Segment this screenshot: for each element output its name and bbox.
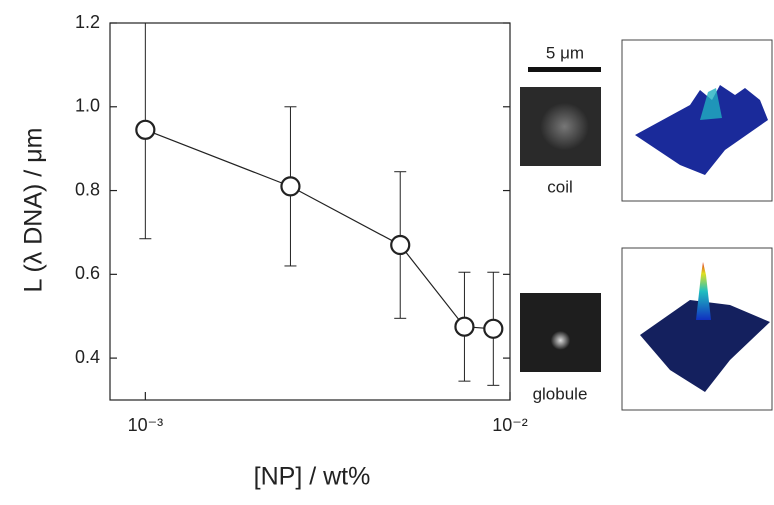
y-tick-label: 0.8 — [75, 179, 100, 199]
y-axis-label: L (λ DNA) / μm — [20, 128, 48, 293]
data-line — [145, 129, 494, 330]
plot-frame — [109, 22, 511, 401]
y-tick-label: 0.6 — [75, 263, 100, 283]
data-point — [483, 318, 504, 339]
globule-image — [520, 293, 601, 372]
globule-peak — [696, 262, 711, 320]
x-tick-label: 10⁻² — [492, 415, 528, 435]
plot-area — [135, 23, 504, 386]
y-tick-label: 0.4 — [75, 347, 100, 367]
globule-label: globule — [533, 384, 588, 403]
data-point — [454, 316, 475, 337]
y-tick-label: 1.0 — [75, 96, 100, 116]
data-point — [135, 119, 156, 140]
x-tick-label: 10⁻³ — [128, 415, 164, 435]
globule-surface — [640, 300, 770, 392]
coil-image — [520, 87, 601, 166]
scale-bar — [528, 67, 601, 72]
x-axis-label: [NP] / wt% — [254, 463, 371, 491]
coil-peak — [700, 88, 722, 120]
scale-bar-label: 5 μm — [546, 43, 584, 62]
coil-label: coil — [547, 177, 573, 196]
y-tick-label: 1.2 — [75, 12, 100, 32]
coil-surface — [635, 85, 768, 175]
data-point — [280, 176, 301, 197]
data-point — [390, 234, 411, 256]
